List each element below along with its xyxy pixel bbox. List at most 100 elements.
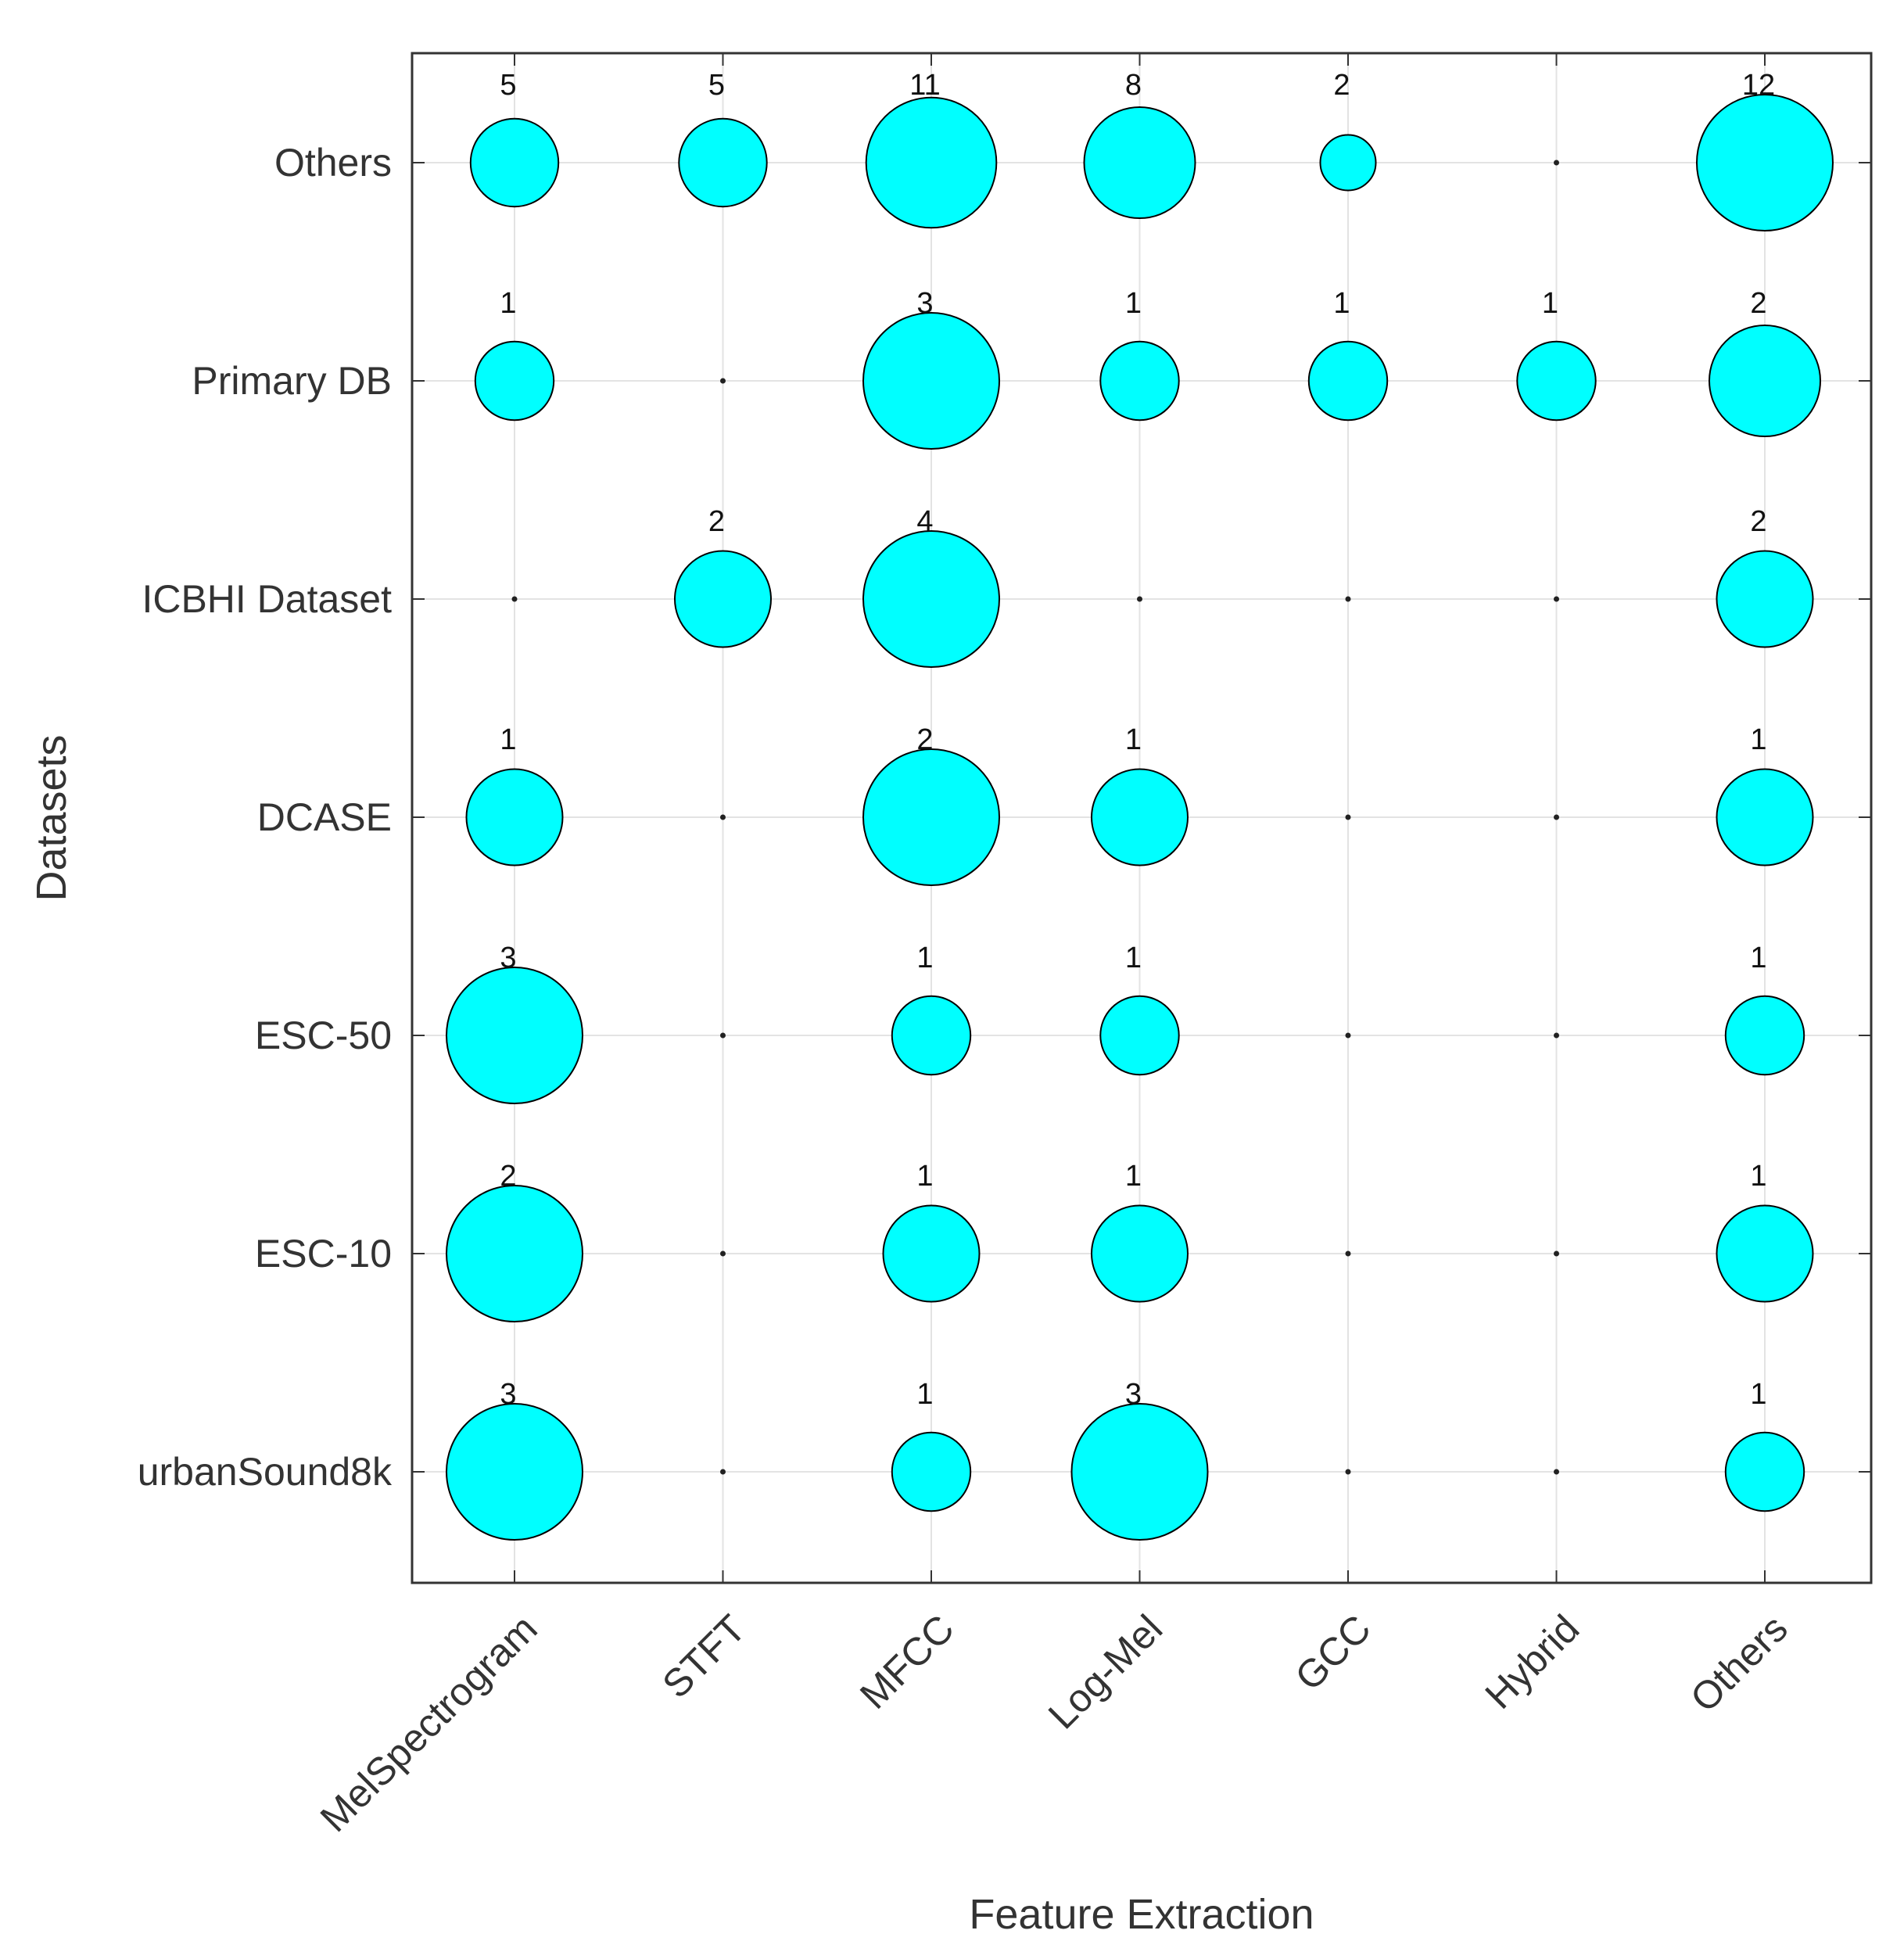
bubble (465, 768, 564, 866)
bubble-empty (1554, 1250, 1559, 1257)
y-tick-label: Others (274, 141, 392, 185)
bubble-empty (1345, 1469, 1351, 1475)
y-tick-labels: urbanSound8k ESC-10 ESC-50 DCASE ICBHI Datas… (138, 141, 393, 1494)
bubble (891, 995, 972, 1076)
bubble-empty (1137, 596, 1142, 602)
bubble (1070, 1403, 1209, 1541)
y-tick-label: ESC-10 (255, 1232, 392, 1276)
count-label: 1 (1125, 287, 1142, 320)
bubble-empty (1554, 1032, 1559, 1039)
y-tick-label: DCASE (257, 795, 392, 839)
x-tick-label: Others (1682, 1606, 1796, 1720)
bubble-empty (720, 1469, 726, 1475)
bubble (1319, 134, 1377, 192)
count-label: 4 (916, 505, 933, 538)
bubble (1716, 1204, 1814, 1303)
bubble (865, 96, 998, 229)
count-label: 3 (500, 942, 516, 974)
bubble (474, 340, 555, 422)
y-tick-label: ESC-50 (255, 1014, 392, 1057)
count-label: 1 (1125, 723, 1142, 756)
bubble (1724, 1431, 1805, 1512)
count-label: 12 (1742, 69, 1775, 102)
count-label: 1 (500, 287, 516, 320)
bubble (1716, 550, 1814, 648)
count-label: 1 (500, 723, 516, 756)
bubble (446, 967, 583, 1104)
bubble (469, 117, 560, 208)
bubble (1716, 768, 1814, 866)
bubble-empty (720, 1250, 726, 1257)
count-label: 1 (1750, 942, 1766, 974)
x-tick-label: MelSpectrogram (312, 1606, 546, 1840)
count-label: 5 (708, 69, 725, 102)
bubble (1091, 1204, 1189, 1303)
bubble (678, 117, 768, 208)
y-axis-title: Datasets (28, 734, 75, 901)
y-tick-label: urbanSound8k (138, 1450, 393, 1494)
bubble-empty (720, 814, 726, 820)
count-label: 1 (1542, 287, 1558, 320)
x-axis-title: Feature Extraction (969, 1891, 1314, 1938)
bubble-empty (1554, 1469, 1559, 1475)
bubble (446, 1403, 583, 1541)
bubble (1724, 995, 1805, 1076)
axis-ticks (412, 53, 1871, 1583)
x-tick-labels: MelSpectrogram STFT MFCC Log-Mel GCC Hybrid Ot… (312, 1606, 1796, 1840)
y-tick-label: ICBHI Dataset (142, 577, 392, 621)
bubble (862, 312, 1000, 450)
bubbles (446, 94, 1834, 1541)
count-label: 1 (1125, 942, 1142, 974)
count-label: 1 (916, 1378, 933, 1411)
count-label: 1 (1125, 1160, 1142, 1193)
bubble (674, 550, 772, 648)
bubble-empty (1345, 596, 1351, 602)
bubble (891, 1431, 972, 1512)
bubble-empty (1345, 1250, 1351, 1257)
count-label: 1 (1750, 1160, 1766, 1193)
bubble (862, 530, 1000, 668)
x-tick-label: STFT (654, 1606, 754, 1706)
count-label: 1 (1750, 1378, 1766, 1411)
bubble-empty (720, 378, 726, 384)
count-label: 1 (1750, 723, 1766, 756)
bubble-empty (720, 1032, 726, 1039)
bubble-empty (1554, 814, 1559, 820)
y-tick-label: Primary DB (192, 359, 392, 403)
count-label: 2 (916, 723, 933, 756)
count-label: 3 (1125, 1378, 1142, 1411)
bubble-empty (1345, 1032, 1351, 1039)
x-tick-label: Log-Mel (1040, 1606, 1171, 1737)
count-label: 2 (1750, 287, 1766, 320)
bubble (1099, 340, 1180, 422)
bubble (1083, 106, 1196, 219)
count-label: 3 (500, 1378, 516, 1411)
count-label: 2 (500, 1160, 516, 1193)
count-label: 11 (909, 69, 940, 102)
plot-frame (411, 52, 1873, 1584)
count-label: 5 (500, 69, 516, 102)
bubble (1516, 340, 1597, 422)
count-label: 8 (1125, 69, 1142, 102)
bubble (1696, 94, 1834, 231)
count-label: 2 (1750, 505, 1766, 538)
count-label: 1 (916, 1160, 933, 1193)
bubble-empty (1554, 160, 1559, 166)
bubble-empty (1345, 814, 1351, 820)
count-label: 3 (916, 287, 933, 320)
x-tick-label: MFCC (852, 1606, 963, 1717)
bubble-empty (511, 596, 518, 602)
count-label: 2 (1333, 69, 1350, 102)
count-label: 1 (1333, 287, 1350, 320)
bubble (862, 748, 1000, 886)
bubble (1307, 340, 1389, 422)
count-label: 2 (708, 505, 725, 538)
bubble (1709, 325, 1821, 437)
x-tick-label: Hybrid (1477, 1606, 1588, 1717)
count-labels: 5 5 11 8 2 121 3 1 1 1 22 4 21 2 1 13 1 1 12 1 1 13 1 3 1 (500, 69, 1775, 1411)
bubble (1091, 768, 1189, 866)
bubble (446, 1185, 583, 1322)
x-tick-label: GCC (1287, 1606, 1379, 1699)
bubble-empty (1554, 596, 1559, 602)
